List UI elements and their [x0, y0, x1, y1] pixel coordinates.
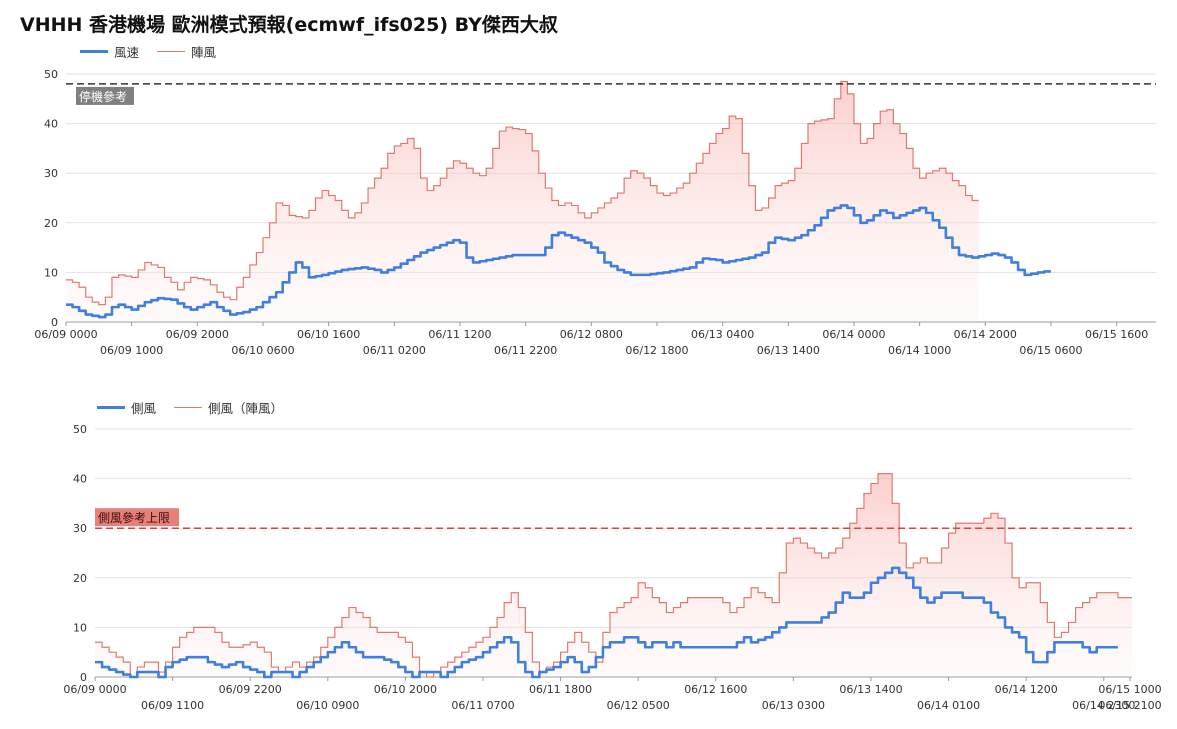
- x-tick-label: 06/12 0500: [607, 699, 670, 712]
- series-gust-line: [95, 473, 1132, 678]
- legend-item-crosswind-gust[interactable]: 側風（陣風）: [174, 398, 283, 417]
- series-speed-line: [66, 204, 1051, 319]
- x-tick-label: 06/15 1600: [1085, 328, 1148, 341]
- legend-label-crosswind: 側風: [131, 401, 157, 416]
- chart-crosswind: 0 10 20 30 40 50 06/09 0000 06/09 1100 06/09 220…: [63, 423, 1161, 712]
- x-tick-label: 06/09 1100: [141, 699, 204, 712]
- legend-item-gust[interactable]: 陣風: [157, 42, 216, 61]
- y-tick-label: 20: [73, 572, 87, 585]
- x-tick-label: 06/14 1200: [995, 683, 1058, 696]
- x-tick-label: 06/15 0600: [1019, 344, 1082, 357]
- x-tick-label: 06/11 1800: [529, 683, 592, 696]
- x-tick-label: 06/14 2000: [954, 328, 1017, 341]
- y-tick-label: 40: [73, 473, 87, 486]
- y-tick-label: 30: [44, 167, 58, 180]
- page-title: VHHH 香港機場 歐洲模式預報(ecmwf_ifs025) BY傑西大叔: [20, 14, 558, 36]
- y-tick-label: 20: [44, 217, 58, 230]
- reference-label: 停機參考: [79, 89, 127, 104]
- x-tick-label: 06/10 0900: [296, 699, 359, 712]
- legend-swatch-crosswind: [97, 406, 125, 409]
- legend-label-gust: 陣風: [191, 45, 217, 60]
- reference-label: 側風參考上限: [98, 510, 170, 525]
- x-tick-label: 06/11 1200: [428, 328, 491, 341]
- x-tick-label: 06/13 1400: [757, 344, 820, 357]
- y-tick-label: 10: [73, 621, 87, 634]
- reference-label-bg: [76, 86, 134, 105]
- x-tick-label: 06/10 0600: [231, 344, 294, 357]
- x-tick-label: 06/11 0200: [363, 344, 426, 357]
- x-tick-label: 06/13 0300: [762, 699, 825, 712]
- y-tick-label: 30: [73, 522, 87, 535]
- y-tick-label: 0: [80, 671, 87, 684]
- x-tick-label: 06/10 2000: [374, 683, 437, 696]
- series-gust-area: [95, 473, 1132, 677]
- x-tick-label: 06/11 0700: [451, 699, 514, 712]
- legend-label-speed: 風速: [114, 45, 140, 60]
- x-tick-label: 06/12 1800: [625, 344, 688, 357]
- x-tick-label: 06/14 1000: [888, 344, 951, 357]
- series-speed-line: [95, 566, 1118, 679]
- x-tick-label: 06/14 0100: [917, 699, 980, 712]
- x-tick-label: 06/09 1000: [100, 344, 163, 357]
- x-tick-label: 06/12 1600: [684, 683, 747, 696]
- x-tick-label: 06/14 2300: [1072, 699, 1135, 712]
- reference-label-bg: [95, 508, 179, 527]
- x-tick-label: 06/11 2200: [494, 344, 557, 357]
- x-tick-label: 06/14 0000: [822, 328, 885, 341]
- x-tick-label: 06/13 1400: [839, 683, 902, 696]
- x-tick-label: 06/10 1600: [297, 328, 360, 341]
- y-tick-label: 40: [44, 118, 58, 131]
- series-gust-area: [66, 81, 979, 322]
- legend-swatch-crosswind-gust: [174, 406, 203, 409]
- legend-item-speed[interactable]: 風速: [80, 42, 139, 61]
- x-tick-label: 06/09 2200: [219, 683, 282, 696]
- y-tick-label: 50: [73, 423, 87, 436]
- legend-swatch-gust: [157, 50, 186, 53]
- x-tick-label: 06/09 0000: [34, 328, 97, 341]
- x-tick-label: 06/15 2100: [1098, 699, 1161, 712]
- x-tick-label: 06/15 1000: [1098, 683, 1161, 696]
- legend-swatch-speed: [80, 50, 108, 53]
- x-tick-label: 06/13 0400: [691, 328, 754, 341]
- legend-bottom: 側風 側風（陣風）: [97, 398, 293, 417]
- y-tick-label: 50: [44, 68, 58, 81]
- legend-item-crosswind[interactable]: 側風: [97, 398, 156, 417]
- y-tick-label: 0: [51, 316, 58, 329]
- series-gust-line: [66, 80, 979, 306]
- x-tick-label: 06/09 0000: [63, 683, 126, 696]
- legend-top: 風速 陣風: [80, 42, 226, 61]
- x-tick-label: 06/12 0800: [560, 328, 623, 341]
- x-tick-label: 06/09 2000: [166, 328, 229, 341]
- y-tick-label: 10: [44, 266, 58, 279]
- legend-label-crosswind-gust: 側風（陣風）: [208, 401, 284, 416]
